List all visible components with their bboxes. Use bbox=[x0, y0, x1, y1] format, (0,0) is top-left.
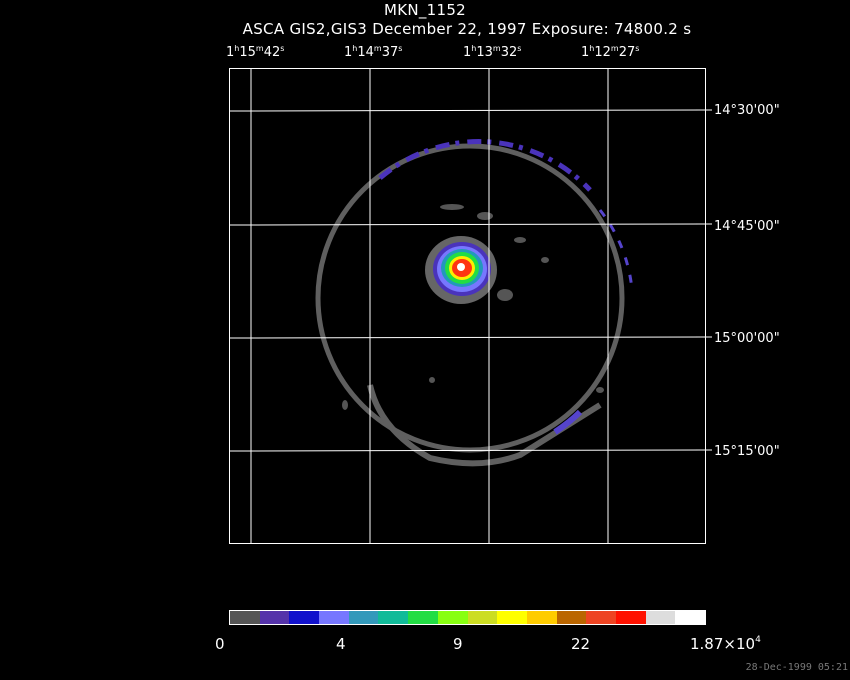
noise-blob bbox=[497, 289, 513, 301]
colorbar-label: 0 bbox=[215, 635, 225, 653]
colorbar-label: 22 bbox=[571, 635, 591, 653]
image-subtitle: ASCA GIS2,GIS3 December 22, 1997 Exposur… bbox=[242, 20, 692, 38]
colorbar-segment bbox=[556, 611, 587, 624]
ra-label: 1h13m32s bbox=[463, 44, 522, 60]
image-title: MKN_1152 bbox=[383, 1, 467, 19]
noise-blob bbox=[541, 257, 549, 263]
colorbar-segment bbox=[408, 611, 438, 624]
ra-label: 1h15m42s bbox=[226, 44, 285, 60]
colorbar-label-max: 1.87×104 bbox=[690, 635, 761, 653]
colorbar-segment bbox=[230, 611, 260, 624]
colorbar-segment bbox=[289, 611, 320, 624]
ra-label: 1h14m37s bbox=[344, 44, 403, 60]
lower-structure-blue bbox=[553, 409, 583, 435]
colorbar-segment bbox=[378, 611, 409, 624]
colorbar-label: 9 bbox=[453, 635, 463, 653]
colorbar-segment bbox=[348, 611, 379, 624]
colorbar-segment bbox=[437, 611, 468, 624]
dec-label: 14°45'00" bbox=[714, 219, 780, 234]
colorbar-segment bbox=[467, 611, 498, 624]
colorbar-segment bbox=[497, 611, 527, 624]
colorbar-segment bbox=[615, 611, 646, 624]
colorbar bbox=[229, 610, 706, 625]
noise-blob bbox=[342, 400, 348, 410]
colorbar-label: 4 bbox=[336, 635, 346, 653]
noise-blob bbox=[477, 212, 493, 220]
dec-label: 15°00'00" bbox=[714, 331, 780, 346]
ring-rim-blue bbox=[598, 209, 634, 291]
noise-blob bbox=[429, 377, 435, 383]
noise-blob bbox=[514, 237, 526, 243]
dec-label: 15°15'00" bbox=[714, 444, 780, 459]
noise-blob bbox=[440, 204, 464, 210]
dec-label: 14°30'00" bbox=[714, 103, 780, 118]
colorbar-segment bbox=[259, 611, 290, 624]
source-peak bbox=[457, 263, 465, 271]
colorbar-segment bbox=[586, 611, 616, 624]
colorbar-segment bbox=[645, 611, 676, 624]
timestamp: 28-Dec-1999 05:21 bbox=[745, 662, 848, 673]
noise-blob bbox=[596, 387, 604, 393]
ring-rim-blue bbox=[378, 139, 592, 192]
colorbar-segment bbox=[675, 611, 705, 624]
coordinate-grid bbox=[228, 68, 712, 544]
ra-label: 1h12m27s bbox=[581, 44, 640, 60]
colorbar-segment bbox=[319, 611, 349, 624]
colorbar-segment bbox=[526, 611, 557, 624]
